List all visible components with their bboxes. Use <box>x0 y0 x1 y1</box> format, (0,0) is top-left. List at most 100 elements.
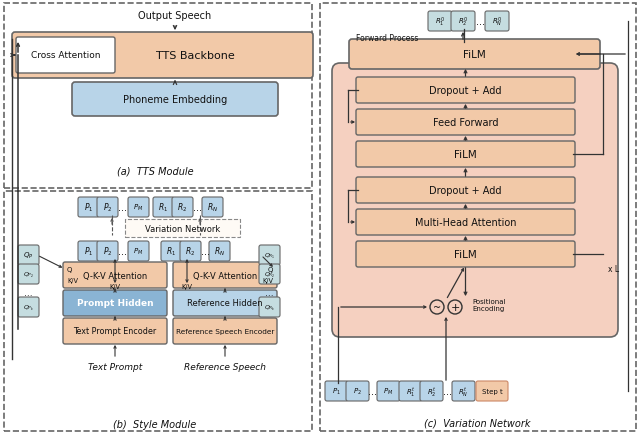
Bar <box>4 4 312 189</box>
Text: (a)  TTS Module: (a) TTS Module <box>116 166 193 177</box>
FancyBboxPatch shape <box>128 241 149 261</box>
Text: ...: ... <box>24 288 32 297</box>
Text: K/V: K/V <box>67 277 78 283</box>
Text: x L: x L <box>608 265 619 274</box>
Text: Q-K-V Attention: Q-K-V Attention <box>83 271 147 280</box>
Bar <box>4 191 312 431</box>
FancyBboxPatch shape <box>12 33 313 79</box>
Text: $Q_{P_k}$: $Q_{P_k}$ <box>23 303 34 312</box>
Text: K/V: K/V <box>109 283 120 290</box>
FancyBboxPatch shape <box>18 245 39 265</box>
Text: ~: ~ <box>433 302 441 312</box>
Text: $P_1$: $P_1$ <box>332 386 341 396</box>
FancyBboxPatch shape <box>259 245 280 265</box>
Text: $P_M$: $P_M$ <box>383 386 394 396</box>
Text: Reference Hidden: Reference Hidden <box>187 299 263 308</box>
FancyBboxPatch shape <box>63 290 167 316</box>
Text: FiLM: FiLM <box>454 150 477 159</box>
Text: $P_2$: $P_2$ <box>103 201 112 214</box>
Text: K/V: K/V <box>182 283 193 290</box>
FancyBboxPatch shape <box>356 177 575 204</box>
Text: Q-K-V Attention: Q-K-V Attention <box>193 271 257 280</box>
Text: Text Prompt: Text Prompt <box>88 363 142 372</box>
Text: Cross Attention: Cross Attention <box>31 51 100 60</box>
Text: $P_M$: $P_M$ <box>133 246 143 257</box>
FancyBboxPatch shape <box>356 78 575 104</box>
Text: (b)  Style Module: (b) Style Module <box>113 419 196 429</box>
Text: ...: ... <box>200 247 209 256</box>
FancyBboxPatch shape <box>97 198 118 218</box>
FancyBboxPatch shape <box>420 381 443 401</box>
Text: Text Prompt Encoder: Text Prompt Encoder <box>74 327 157 336</box>
FancyBboxPatch shape <box>128 198 149 218</box>
Text: ...: ... <box>118 202 127 212</box>
Text: $P_2$: $P_2$ <box>103 245 112 258</box>
FancyBboxPatch shape <box>172 198 193 218</box>
Text: Positional
Encoding: Positional Encoding <box>472 298 506 311</box>
FancyBboxPatch shape <box>202 198 223 218</box>
Text: $Q_{R_k}$: $Q_{R_k}$ <box>264 303 275 312</box>
Text: ...: ... <box>367 386 376 396</box>
Text: Reference Speech: Reference Speech <box>184 363 266 372</box>
Text: Q: Q <box>67 266 72 272</box>
Text: $R_1^0$: $R_1^0$ <box>435 15 445 28</box>
Text: Step t: Step t <box>482 388 502 394</box>
FancyBboxPatch shape <box>452 381 475 401</box>
Text: FiLM: FiLM <box>454 249 477 259</box>
Text: $P_1$: $P_1$ <box>84 245 93 258</box>
Text: $R_N$: $R_N$ <box>214 245 225 258</box>
FancyBboxPatch shape <box>153 198 174 218</box>
Text: $P_1$: $P_1$ <box>84 201 93 214</box>
Text: $P_2$: $P_2$ <box>353 386 362 396</box>
FancyBboxPatch shape <box>325 381 348 401</box>
Bar <box>125 219 240 237</box>
FancyBboxPatch shape <box>356 141 575 168</box>
Text: $R_N$: $R_N$ <box>207 201 218 214</box>
Text: $Q_{R_1}$: $Q_{R_1}$ <box>264 251 275 260</box>
FancyBboxPatch shape <box>97 241 118 261</box>
FancyBboxPatch shape <box>72 83 278 117</box>
Bar <box>125 219 240 237</box>
Text: $Q_P$: $Q_P$ <box>23 251 34 261</box>
Text: Dropout + Add: Dropout + Add <box>429 186 502 195</box>
Text: ...: ... <box>442 386 451 396</box>
FancyBboxPatch shape <box>259 297 280 317</box>
FancyBboxPatch shape <box>356 110 575 136</box>
Bar <box>320 4 636 431</box>
FancyBboxPatch shape <box>173 318 277 344</box>
FancyBboxPatch shape <box>451 12 475 32</box>
FancyBboxPatch shape <box>63 262 167 288</box>
Text: $R_N^0$: $R_N^0$ <box>492 15 502 28</box>
FancyBboxPatch shape <box>180 241 201 261</box>
FancyBboxPatch shape <box>356 209 575 236</box>
FancyBboxPatch shape <box>428 12 452 32</box>
Text: $R_2$: $R_2$ <box>186 245 196 258</box>
Text: Reference Speech Encoder: Reference Speech Encoder <box>176 328 274 334</box>
Text: Forward Process: Forward Process <box>356 33 419 42</box>
Text: ...: ... <box>193 202 202 212</box>
Text: +: + <box>451 302 460 312</box>
Text: $R_1$: $R_1$ <box>159 201 168 214</box>
Text: Multi-Head Attention: Multi-Head Attention <box>415 218 516 227</box>
Text: $R_2$: $R_2$ <box>177 201 188 214</box>
Text: $Q_{R_2}$: $Q_{R_2}$ <box>264 270 275 279</box>
Text: $R_1^t$: $R_1^t$ <box>406 385 415 398</box>
FancyBboxPatch shape <box>78 198 99 218</box>
Text: ...: ... <box>265 288 273 297</box>
Text: Q: Q <box>268 266 273 272</box>
FancyBboxPatch shape <box>18 265 39 284</box>
Text: $P_M$: $P_M$ <box>133 202 143 212</box>
Text: $R_2^t$: $R_2^t$ <box>427 385 436 398</box>
FancyBboxPatch shape <box>399 381 422 401</box>
Text: $R_2^0$: $R_2^0$ <box>458 15 468 28</box>
FancyBboxPatch shape <box>161 241 182 261</box>
FancyBboxPatch shape <box>16 38 115 74</box>
FancyBboxPatch shape <box>259 265 280 284</box>
FancyBboxPatch shape <box>78 241 99 261</box>
Text: Variation Network: Variation Network <box>145 224 220 233</box>
Text: $R_1$: $R_1$ <box>166 245 177 258</box>
FancyBboxPatch shape <box>18 297 39 317</box>
Text: ...: ... <box>476 17 484 27</box>
Text: Prompt Hidden: Prompt Hidden <box>77 299 154 308</box>
FancyBboxPatch shape <box>476 381 508 401</box>
